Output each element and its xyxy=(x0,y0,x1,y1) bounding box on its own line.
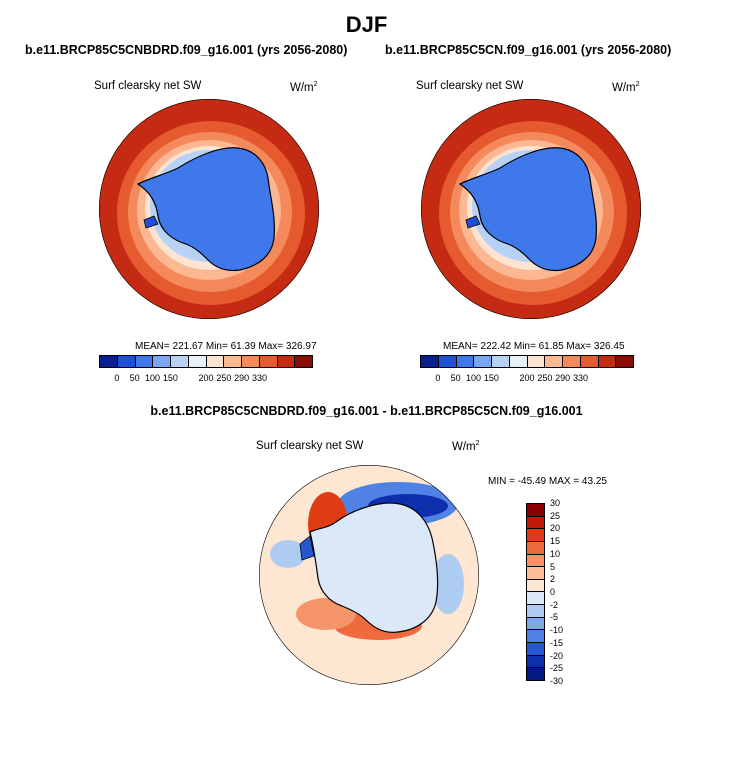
panel1-colorbar-swatch xyxy=(242,356,260,367)
panel3-stats: MIN = -45.49 MAX = 43.25 xyxy=(488,476,607,487)
panel2-antarctica xyxy=(458,147,597,272)
panel1-colorbar-swatch xyxy=(188,356,207,367)
panel3-colorbar-swatch xyxy=(527,504,544,517)
panel1-colorbar-swatch xyxy=(135,356,154,367)
panel1-polar-map xyxy=(99,99,319,319)
panel2-colorbar-ticks: 0 50 100 150 200 250 290 330 xyxy=(420,373,634,385)
panel2-colorbar-swatch xyxy=(474,356,492,367)
panel2-colorbar-swatch xyxy=(509,356,528,367)
panel1-antarctica xyxy=(136,147,275,272)
panel3-colorbar-swatch xyxy=(527,592,544,606)
panel2-colorbar-tick-label: 50 xyxy=(450,373,461,383)
panel2-colorbar-tick-label: 0 xyxy=(435,373,441,383)
panel1-colorbar-swatch xyxy=(224,356,242,367)
panel1-title: b.e11.BRCP85C5CNBDRD.f09_g16.001 (yrs 20… xyxy=(25,43,348,57)
panel2-stats: MEAN= 222.42 Min= 61.85 Max= 326.45 xyxy=(443,341,625,352)
panel3-colorbar-tick-label: -15 xyxy=(550,637,564,648)
panel1-colorbar xyxy=(99,355,313,368)
panel3-colorbar-swatch xyxy=(527,643,544,656)
panel2-colorbar-swatch xyxy=(616,356,633,367)
panel2-peninsula xyxy=(465,215,481,229)
panel3-peninsula xyxy=(299,535,315,561)
panel3-colorbar-tick-label: 2 xyxy=(550,574,556,585)
figure-title: DJF xyxy=(345,12,388,37)
panel2-colorbar-tick-label: 330 xyxy=(572,373,589,383)
panel3-colorbar-tick-label: 5 xyxy=(550,561,556,572)
panel2-polar-map xyxy=(421,99,641,319)
panel1-colorbar-swatch xyxy=(295,356,312,367)
panel3-antarctica xyxy=(309,502,439,633)
panel1-stats: MEAN= 221.67 Min= 61.39 Max= 326.97 xyxy=(135,341,317,352)
panel2-colorbar-tick-label: 150 xyxy=(483,373,499,383)
panel3-lightblue-east xyxy=(432,554,464,614)
panel2-colorbar-swatch xyxy=(456,356,475,367)
panel3-colorbar-tick-label: 20 xyxy=(550,523,561,534)
panel2-colorbar-tick-label: 250 xyxy=(537,373,553,383)
panel1-colorbar-swatch xyxy=(206,356,225,367)
panel1-colorbar-tick-label: 290 xyxy=(234,373,250,383)
panel3-variable-label: Surf clearsky net SW xyxy=(256,440,364,452)
panel1-colorbar-tick-label: 100 xyxy=(144,373,161,383)
panel3-polar-map xyxy=(259,465,479,685)
panel2-colorbar-tick-label: 290 xyxy=(555,373,571,383)
panel2-title: b.e11.BRCP85C5CN.f09_g16.001 (yrs 2056-2… xyxy=(385,43,672,57)
panel3-units: W/m2 xyxy=(452,440,480,453)
panel2-units: W/m2 xyxy=(612,81,640,94)
panel1-variable-label: Surf clearsky net SW xyxy=(94,80,202,92)
panel3-colorbar-tick-label: -2 xyxy=(550,599,559,610)
panel3-colorbar-swatch xyxy=(527,554,544,568)
panel1-colorbar-tick-label: 250 xyxy=(216,373,232,383)
panel3-colorbar-tick-label: 10 xyxy=(550,548,561,559)
panel3-colorbar-tick-label: 0 xyxy=(550,587,556,597)
panel3-colorbar-swatch xyxy=(527,668,544,680)
panel2-colorbar-tick-label: 100 xyxy=(465,373,482,383)
panel3-colorbar-swatch xyxy=(527,567,544,580)
panel1-colorbar-swatch xyxy=(117,356,136,367)
panel3-colorbar-swatch xyxy=(527,655,544,669)
panel3-colorbar-swatch xyxy=(527,579,544,593)
panel1-colorbar-swatch xyxy=(259,356,278,367)
panel3-colorbar-swatch xyxy=(527,605,544,618)
panel2-colorbar-swatch xyxy=(492,356,510,367)
panel1-colorbar-tick-label: 150 xyxy=(162,373,178,383)
panel1-colorbar-swatch xyxy=(171,356,189,367)
panel3-colorbar-swatch xyxy=(527,617,544,631)
panel1-colorbar-tick-label: 0 xyxy=(114,373,120,383)
panel3-colorbar-tick-label: -30 xyxy=(550,676,564,686)
panel2-colorbar xyxy=(420,355,634,368)
panel2-variable-label: Surf clearsky net SW xyxy=(416,80,524,92)
panel1-colorbar-tick-label: 200 xyxy=(198,373,214,383)
panel2-colorbar-swatch xyxy=(545,356,563,367)
panel3-colorbar xyxy=(526,503,545,681)
panel3-lightblue-west xyxy=(270,540,306,568)
panel3-colorbar-tick-label: 25 xyxy=(550,510,561,521)
panel2-colorbar-swatch xyxy=(580,356,599,367)
panel1-colorbar-swatch xyxy=(100,356,118,367)
panel3-colorbar-tick-label: 15 xyxy=(550,536,561,547)
panel2-colorbar-swatch xyxy=(598,356,617,367)
panel2-colorbar-swatch xyxy=(527,356,546,367)
panel3-colorbar-tick-label: -25 xyxy=(550,663,564,674)
panel3-colorbar-tick-label: -20 xyxy=(550,650,564,661)
panel3-colorbar-swatch xyxy=(527,541,544,555)
panel1-colorbar-tick-label: 50 xyxy=(129,373,140,383)
panel2-colorbar-tick-label: 200 xyxy=(519,373,535,383)
panel2-colorbar-swatch xyxy=(563,356,581,367)
panel3-colorbar-tick-label: 30 xyxy=(550,498,561,508)
panel2-colorbar-swatch xyxy=(438,356,457,367)
panel3-title: b.e11.BRCP85C5CNBDRD.f09_g16.001 - b.e11… xyxy=(150,404,583,418)
panel2-colorbar-swatch xyxy=(421,356,439,367)
panel1-colorbar-tick-label: 330 xyxy=(251,373,268,383)
panel3-colorbar-tick-label: -10 xyxy=(550,625,564,636)
panel1-colorbar-ticks: 0 50 100 150 200 250 290 330 xyxy=(99,373,313,385)
panel3-colorbar-ticks: 30 25 20 15 10 5 2 0 -2 -5 -10 -15 -20 -25 -30 xyxy=(550,498,580,686)
panel1-colorbar-swatch xyxy=(277,356,296,367)
panel3-colorbar-swatch xyxy=(527,516,544,530)
panel1-units: W/m2 xyxy=(290,81,318,94)
panel1-colorbar-swatch xyxy=(153,356,171,367)
panel3-colorbar-swatch xyxy=(527,630,544,644)
panel3-colorbar-tick-label: -5 xyxy=(550,612,559,623)
panel3-colorbar-swatch xyxy=(527,529,544,542)
panel1-peninsula xyxy=(143,215,159,229)
